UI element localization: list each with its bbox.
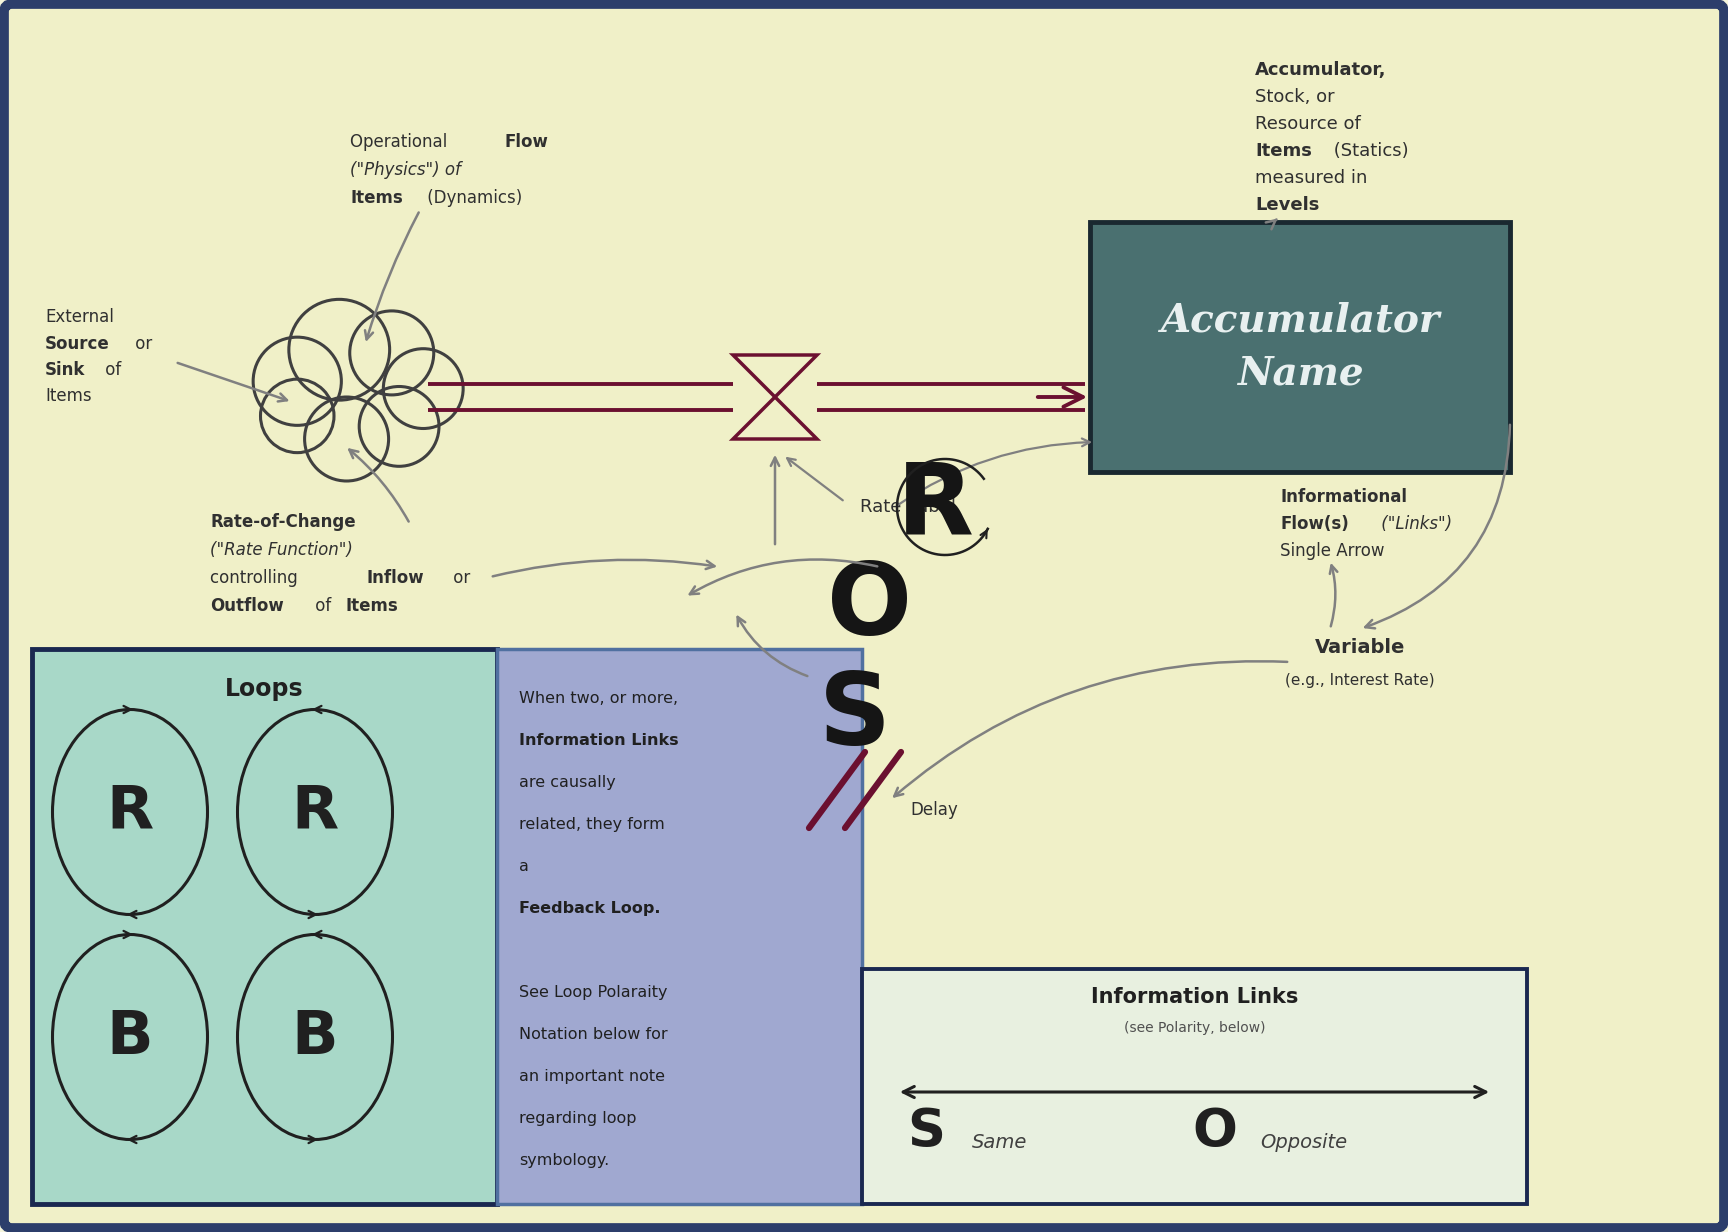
Text: Inflow: Inflow — [366, 569, 423, 586]
Ellipse shape — [237, 935, 392, 1140]
Text: Single Arrow: Single Arrow — [1280, 542, 1384, 561]
Text: Same: Same — [971, 1132, 1028, 1152]
Text: Opposite: Opposite — [1260, 1132, 1348, 1152]
Text: or: or — [130, 335, 152, 354]
Text: Source: Source — [45, 335, 111, 354]
Text: of: of — [100, 361, 121, 379]
Text: Feedback Loop.: Feedback Loop. — [518, 901, 660, 917]
Text: See Loop Polaraity: See Loop Polaraity — [518, 986, 667, 1000]
Text: are causally: are causally — [518, 775, 615, 790]
Text: Accumulator,: Accumulator, — [1255, 62, 1386, 79]
Text: Items: Items — [346, 598, 397, 615]
Text: Information Links: Information Links — [518, 733, 679, 748]
FancyBboxPatch shape — [498, 649, 862, 1204]
Text: Resource of: Resource of — [1255, 115, 1360, 133]
Text: Rate Label: Rate Label — [861, 498, 956, 516]
Text: Operational: Operational — [351, 133, 453, 152]
Text: External: External — [45, 308, 114, 326]
Text: Items: Items — [45, 387, 92, 405]
Circle shape — [349, 310, 434, 395]
Text: an important note: an important note — [518, 1069, 665, 1084]
Text: Items: Items — [351, 188, 403, 207]
Polygon shape — [733, 355, 817, 397]
Circle shape — [252, 338, 342, 425]
Text: Information Links: Information Links — [1090, 987, 1298, 1007]
Text: Rate-of-Change: Rate-of-Change — [211, 513, 356, 531]
Text: (Statics): (Statics) — [1329, 142, 1408, 160]
Text: ("Links"): ("Links") — [1375, 515, 1452, 533]
Text: Variable: Variable — [1315, 637, 1405, 657]
Text: ("Physics") of: ("Physics") of — [351, 161, 461, 179]
Text: of: of — [309, 598, 337, 615]
Text: measured in: measured in — [1255, 169, 1367, 187]
Text: O: O — [1192, 1106, 1237, 1158]
Ellipse shape — [237, 710, 392, 914]
FancyBboxPatch shape — [862, 970, 1528, 1204]
Text: controlling: controlling — [211, 569, 302, 586]
Text: (e.g., Interest Rate): (e.g., Interest Rate) — [1286, 673, 1434, 687]
FancyBboxPatch shape — [1090, 222, 1510, 472]
Text: B: B — [107, 1008, 154, 1067]
Text: regarding loop: regarding loop — [518, 1111, 636, 1126]
Text: When two, or more,: When two, or more, — [518, 691, 677, 706]
Text: Delay: Delay — [911, 801, 957, 819]
Text: S: S — [819, 669, 892, 765]
Text: ("Rate Function"): ("Rate Function") — [211, 541, 353, 559]
FancyBboxPatch shape — [3, 4, 1725, 1228]
Text: or: or — [448, 569, 470, 586]
Text: Informational: Informational — [1280, 488, 1407, 506]
Polygon shape — [733, 397, 817, 439]
Ellipse shape — [52, 935, 207, 1140]
Text: Sink: Sink — [45, 361, 85, 379]
Text: S: S — [907, 1106, 945, 1158]
Circle shape — [261, 379, 334, 452]
Text: R: R — [292, 782, 339, 841]
Circle shape — [384, 349, 463, 429]
Text: Loops: Loops — [225, 678, 304, 701]
Circle shape — [304, 397, 389, 480]
Ellipse shape — [52, 710, 207, 914]
Circle shape — [359, 387, 439, 466]
Text: Accumulator
Name: Accumulator Name — [1159, 302, 1439, 393]
Text: Stock, or: Stock, or — [1255, 87, 1334, 106]
Text: R: R — [897, 458, 973, 556]
Text: Flow(s): Flow(s) — [1280, 515, 1350, 533]
Text: Items: Items — [1255, 142, 1312, 160]
Text: Notation below for: Notation below for — [518, 1027, 667, 1042]
Text: symbology.: symbology. — [518, 1153, 610, 1168]
Text: a: a — [518, 859, 534, 873]
Text: O: O — [828, 558, 912, 655]
Text: Levels: Levels — [1255, 196, 1320, 214]
Circle shape — [313, 355, 397, 439]
Text: R: R — [107, 782, 154, 841]
Text: B: B — [292, 1008, 339, 1067]
Circle shape — [289, 299, 389, 400]
Text: related, they form: related, they form — [518, 817, 665, 832]
FancyBboxPatch shape — [33, 649, 498, 1204]
Text: Flow: Flow — [505, 133, 550, 152]
Text: Outflow: Outflow — [211, 598, 283, 615]
Text: (Dynamics): (Dynamics) — [422, 188, 522, 207]
Text: (see Polarity, below): (see Polarity, below) — [1123, 1021, 1265, 1035]
